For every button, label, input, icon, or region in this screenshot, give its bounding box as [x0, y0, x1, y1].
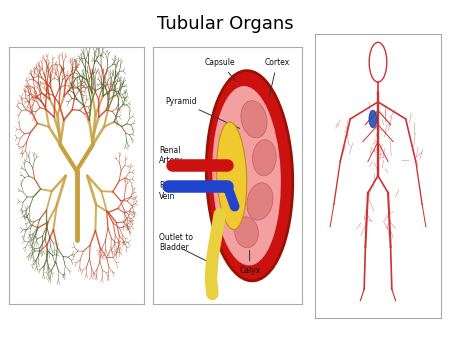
Ellipse shape: [252, 140, 276, 176]
Text: Renal
Vein: Renal Vein: [159, 182, 180, 201]
Ellipse shape: [247, 183, 273, 220]
Ellipse shape: [206, 71, 293, 281]
Text: Outlet to
Bladder: Outlet to Bladder: [159, 233, 193, 252]
Text: Cortex: Cortex: [265, 58, 290, 96]
Ellipse shape: [216, 122, 247, 230]
Text: Tubular Organs: Tubular Organs: [157, 15, 293, 33]
Text: Capsule: Capsule: [205, 58, 236, 81]
Text: Renal
Artery: Renal Artery: [159, 146, 183, 165]
Circle shape: [369, 111, 377, 127]
Text: Pyramid: Pyramid: [165, 97, 239, 128]
Ellipse shape: [235, 217, 258, 248]
Ellipse shape: [241, 101, 267, 138]
Text: Calyx: Calyx: [239, 250, 261, 275]
Ellipse shape: [212, 86, 281, 265]
